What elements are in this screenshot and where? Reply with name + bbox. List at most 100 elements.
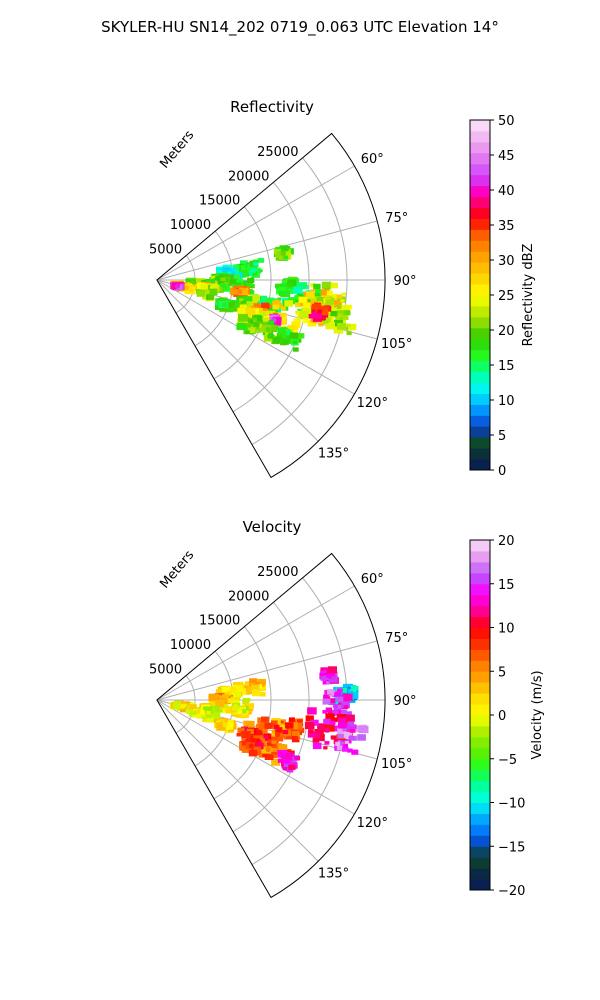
echo-pixel: [219, 283, 227, 289]
echo-pixel: [312, 742, 322, 750]
angular-tick-label: 75°: [385, 211, 408, 226]
echo-pixel: [329, 673, 336, 678]
colorbar-segment: [470, 693, 490, 705]
echo-cell: [319, 666, 339, 685]
echo-core: [294, 294, 300, 300]
echo-pixel: [189, 289, 194, 293]
echo-pixel: [337, 733, 345, 739]
echo-pixel: [342, 315, 349, 320]
colorbar-segment: [470, 404, 490, 416]
echo-pixel: [337, 306, 344, 312]
colorbar-segment: [470, 769, 490, 782]
echo-pixel: [332, 294, 338, 298]
echo-pixel: [190, 710, 196, 716]
echo-pixel: [206, 714, 211, 718]
colorbar-segment: [470, 141, 490, 154]
echo-pixel: [251, 684, 260, 691]
echo-pixel: [225, 706, 235, 714]
echo-pixel: [342, 693, 353, 701]
echo-cell: [215, 297, 239, 313]
echo-pixel: [191, 279, 200, 286]
echo-core: [317, 309, 323, 315]
echo-pixel: [267, 324, 278, 333]
echo-core: [285, 758, 291, 764]
colorbar-segment: [470, 437, 490, 449]
echo-pixel: [291, 321, 301, 328]
colorbar-segment: [470, 758, 490, 771]
echo-pixel: [273, 744, 278, 749]
echo-cell: [230, 705, 250, 718]
echo-core: [287, 282, 293, 288]
echo-pixel: [240, 280, 249, 287]
echo-pixel: [332, 725, 341, 732]
colorbar-tick-label: 30: [498, 254, 515, 269]
colorbar-segment: [470, 338, 490, 351]
echo-pixel: [308, 729, 314, 734]
echo-pixel: [232, 264, 240, 270]
echo-pixel: [298, 334, 303, 338]
echo-pixel: [323, 718, 331, 725]
angular-tick-label: 90°: [393, 694, 416, 709]
echo-pixel: [248, 289, 253, 293]
echo-cell: [322, 688, 353, 725]
echo-pixel: [278, 312, 287, 319]
echo-pixel: [343, 711, 352, 718]
echo-core: [246, 322, 252, 328]
echo-core: [222, 722, 228, 728]
figure-title: SKYLER-HU SN14_202 0719_0.063 UTC Elevat…: [101, 18, 499, 37]
echo-core: [204, 289, 210, 295]
echo-pixel: [321, 281, 332, 289]
echo-core: [237, 289, 243, 295]
colorbar-segment: [470, 393, 490, 405]
echo-pixel: [233, 706, 240, 711]
echo-pixel: [258, 723, 266, 729]
echo-pixel: [286, 767, 294, 773]
echo-pixel: [277, 758, 284, 763]
echo-cell: [334, 721, 369, 755]
echo-pixel: [271, 729, 277, 734]
echo-pixel: [279, 320, 287, 326]
echo-pixel: [247, 271, 253, 276]
echo-pixel: [257, 257, 265, 263]
echo-pixel: [238, 265, 246, 271]
angular-tick-label: 90°: [393, 274, 416, 289]
echo-pixel: [332, 710, 339, 716]
echo-pixel: [230, 270, 235, 274]
echo-pixel: [310, 283, 316, 288]
echo-pixel: [235, 282, 243, 288]
echo-pixel: [279, 287, 287, 293]
velocity-panel: Velocity Meters 500010000150002000025000…: [149, 518, 545, 899]
colorbar-tick-label: 15: [498, 359, 515, 374]
echo-pixel: [234, 270, 239, 274]
echo-pixel: [293, 318, 301, 324]
radial-tick-label: 20000: [228, 169, 269, 184]
echo-pixel: [195, 278, 206, 286]
echo-core: [247, 686, 253, 692]
echo-pixel: [253, 303, 260, 308]
echo-pixel: [237, 308, 245, 314]
echo-pixel: [337, 722, 346, 729]
colorbar-segment: [470, 316, 490, 329]
sector-outline: [156, 552, 386, 899]
colorbar-tick-label: 20: [498, 534, 515, 549]
reflectivity-colorbar-label: Reflectivity dBZ: [521, 244, 536, 347]
angular-tick-label: 120°: [357, 396, 388, 411]
colorbar-segment: [470, 185, 490, 198]
echo-pixel: [305, 291, 315, 299]
echo-pixel: [233, 699, 240, 705]
echo-pixel: [309, 313, 317, 319]
echo-pixel: [240, 260, 248, 266]
echo-pixel: [231, 691, 241, 698]
echo-pixel: [347, 323, 357, 331]
colorbar-tick-label: 35: [498, 219, 515, 234]
echo-core: [280, 250, 286, 256]
colorbar-tick-label: 25: [498, 289, 515, 304]
colorbar-segment: [470, 349, 490, 362]
echo-pixel: [342, 727, 347, 732]
colorbar-tick-label: 10: [498, 394, 515, 409]
echo-pixel: [283, 760, 293, 768]
echo-pixel: [239, 304, 247, 310]
echo-core: [332, 703, 339, 709]
echo-pixel: [324, 741, 330, 745]
